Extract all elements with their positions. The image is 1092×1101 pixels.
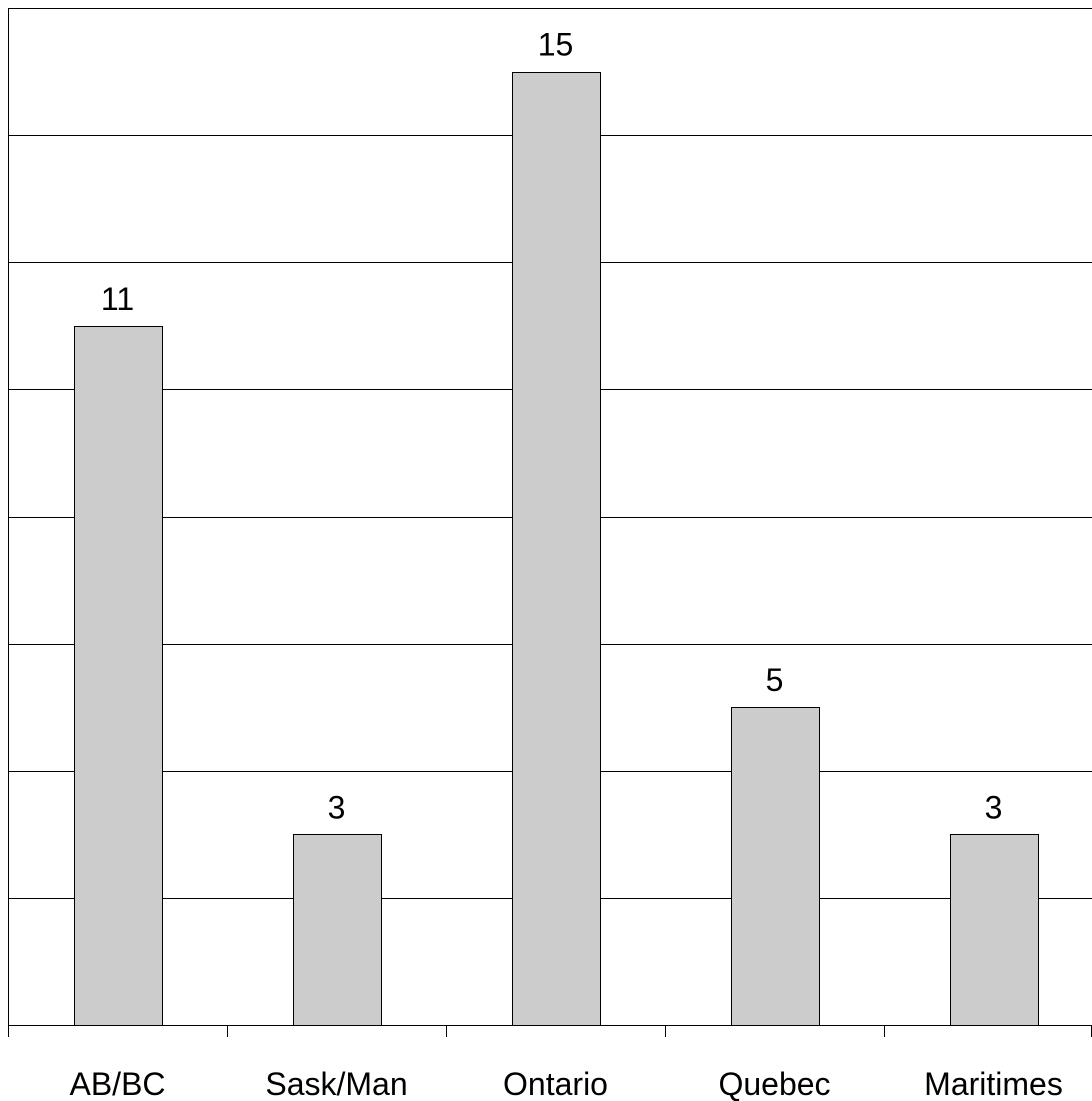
x-tick-label: Maritimes — [924, 1066, 1063, 1101]
bar-maritimes — [950, 834, 1039, 1026]
x-tick-label: AB/BC — [69, 1066, 165, 1101]
data-label: 5 — [766, 662, 784, 698]
bar-quebec — [731, 707, 820, 1026]
data-label: 11 — [101, 281, 134, 317]
x-tick-label: Quebec — [718, 1066, 830, 1101]
data-label: 3 — [328, 789, 346, 825]
data-labels: 11 3 15 5 3 — [101, 27, 1003, 826]
bar-sask-man — [293, 834, 382, 1026]
bar-ab-bc — [74, 326, 163, 1026]
bar-ontario — [512, 72, 601, 1026]
x-tick-label: Ontario — [503, 1066, 608, 1101]
data-label: 3 — [985, 789, 1003, 825]
bars — [74, 72, 1039, 1026]
x-axis: AB/BC Sask/Man Ontario Quebec Maritimes — [8, 1025, 1092, 1101]
data-label: 15 — [538, 27, 574, 63]
x-tick-label: Sask/Man — [265, 1066, 407, 1101]
